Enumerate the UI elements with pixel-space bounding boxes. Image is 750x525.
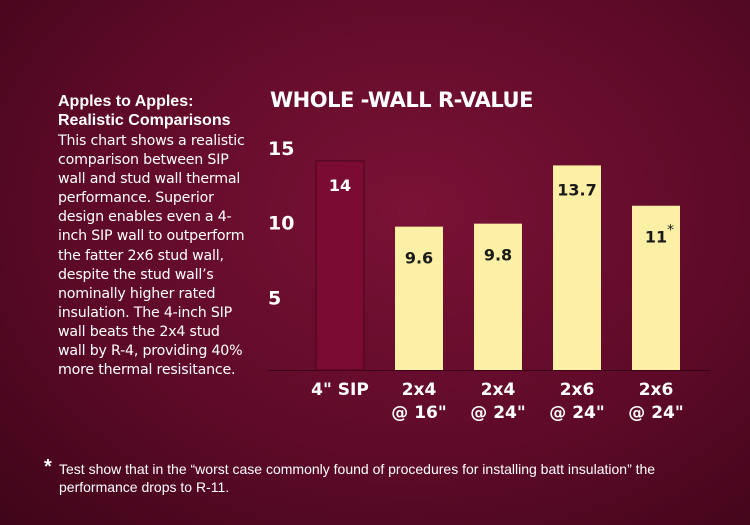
sidebar-title-line2: Realistic Comparisons — [58, 112, 231, 129]
y-tick-label: 5 — [268, 287, 281, 309]
y-tick-label: 15 — [268, 138, 294, 160]
x-tick-label-line2: @ 24" — [628, 403, 683, 423]
footnote-asterisk: * — [44, 456, 52, 478]
x-tick-label: 2x4 — [402, 380, 437, 400]
bar-value-label: 9.6 — [405, 249, 433, 268]
sidebar-description: This chart shows a realistic comparison … — [58, 133, 245, 379]
footnote: * Test show that in the “worst case comm… — [44, 456, 664, 496]
bar — [632, 205, 680, 370]
x-tick-label-line2: @ 16" — [391, 403, 446, 423]
bar — [315, 160, 365, 371]
x-tick-label: 2x6 — [560, 380, 595, 400]
bar — [395, 226, 443, 370]
bar-annotation: * — [667, 223, 674, 239]
x-tick-label-line2: @ 24" — [470, 403, 525, 423]
bar-value-label: 11 — [645, 228, 667, 247]
bar-value-label: 13.7 — [557, 180, 596, 199]
sidebar-title-line1: Apples to Apples: — [58, 93, 194, 110]
x-tick-label: 2x6 — [639, 380, 674, 400]
chart-title: WHOLE -WALL R-VALUE — [270, 88, 533, 112]
sidebar-title: Apples to Apples: Realistic Comparisons — [58, 92, 258, 130]
footnote-text: Test show that in the “worst case common… — [59, 461, 656, 495]
bar — [474, 223, 522, 370]
bar-value-label: 14 — [329, 176, 351, 195]
x-tick-label: 4" SIP — [311, 380, 369, 400]
bar — [553, 165, 601, 370]
y-tick-label: 10 — [268, 213, 294, 235]
x-tick-label: 2x4 — [481, 380, 516, 400]
bar-value-label: 9.8 — [484, 246, 512, 265]
x-tick-label-line2: @ 24" — [549, 403, 604, 423]
